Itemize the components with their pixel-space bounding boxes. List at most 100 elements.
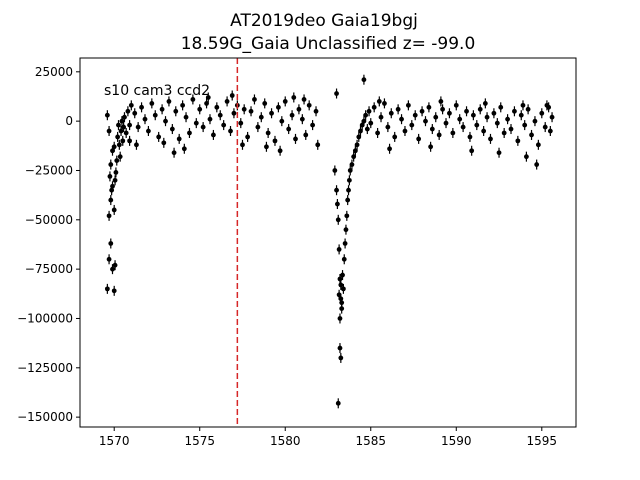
data-point (522, 120, 528, 131)
point-marker (214, 104, 220, 110)
data-point (276, 102, 281, 113)
point-marker (346, 177, 352, 183)
point-marker (173, 108, 179, 114)
data-point (252, 94, 257, 105)
point-marker (549, 114, 555, 120)
chart-subtitle: 18.59G_Gaia Unclassified z= -99.0 (181, 34, 476, 54)
point-marker (134, 142, 139, 148)
point-marker (392, 134, 398, 140)
data-point (544, 100, 550, 111)
point-marker (387, 146, 392, 152)
data-point (248, 106, 254, 117)
data-point (197, 104, 203, 115)
data-point (438, 96, 444, 107)
data-point (402, 126, 408, 137)
point-marker (104, 286, 110, 292)
point-marker (228, 128, 233, 134)
point-marker (447, 110, 452, 116)
point-marker (335, 217, 341, 223)
point-marker (277, 148, 283, 154)
point-marker (547, 128, 553, 134)
point-marker (375, 130, 380, 136)
data-point (450, 127, 456, 138)
data-point (293, 133, 298, 144)
point-marker (272, 138, 278, 144)
x-tick-label: 1595 (527, 434, 558, 448)
point-marker (269, 110, 274, 116)
point-marker (190, 97, 196, 102)
point-marker (123, 130, 129, 136)
point-marker (361, 77, 367, 83)
point-marker (337, 276, 343, 282)
point-marker (501, 130, 507, 136)
point-marker (176, 136, 182, 142)
point-marker (428, 144, 434, 150)
data-point (532, 116, 538, 127)
plot-area (80, 58, 576, 427)
point-marker (522, 122, 528, 128)
point-marker (343, 227, 349, 233)
data-point (269, 108, 274, 119)
data-point (453, 100, 459, 111)
point-marker (457, 116, 463, 122)
point-marker (470, 112, 476, 118)
point-marker (289, 112, 295, 118)
point-marker (474, 122, 480, 128)
point-marker (296, 106, 302, 112)
data-point (382, 98, 387, 109)
data-point (123, 127, 129, 138)
point-marker (429, 126, 435, 132)
point-marker (469, 148, 475, 154)
point-marker (460, 124, 466, 130)
data-point (336, 244, 342, 255)
point-marker (354, 142, 360, 148)
data-point (412, 110, 418, 121)
data-point (282, 96, 288, 107)
data-point (303, 129, 309, 140)
point-marker (224, 99, 230, 104)
point-marker (515, 138, 521, 144)
point-marker (477, 106, 483, 112)
point-marker (118, 128, 124, 134)
data-point (111, 204, 117, 215)
data-point (262, 98, 268, 109)
x-tick-label: 1580 (270, 434, 301, 448)
data-point (106, 254, 112, 265)
data-point (542, 122, 548, 133)
point-marker (399, 116, 404, 122)
point-marker (484, 114, 490, 120)
data-point (388, 108, 394, 119)
point-marker (385, 124, 391, 130)
data-point (447, 108, 452, 119)
point-marker (229, 93, 235, 98)
point-marker (534, 162, 540, 167)
point-marker (315, 142, 321, 148)
data-point (108, 238, 114, 249)
data-point (443, 118, 449, 129)
data-point (108, 159, 114, 170)
data-point (337, 343, 343, 354)
point-marker (110, 266, 115, 272)
data-point (217, 110, 223, 121)
point-marker (111, 144, 117, 150)
data-point (180, 100, 186, 111)
point-marker (109, 187, 115, 193)
data-point (426, 102, 432, 113)
data-point (338, 279, 344, 290)
data-point (529, 129, 534, 140)
point-marker (258, 114, 264, 120)
data-point (469, 145, 475, 156)
x-tick-label: 1570 (99, 434, 130, 448)
point-marker (193, 120, 199, 126)
data-point (258, 112, 264, 123)
point-marker (121, 124, 127, 130)
point-marker (183, 114, 189, 120)
data-point (156, 131, 162, 142)
point-marker (438, 99, 444, 104)
data-point (200, 122, 206, 133)
data-point (241, 104, 247, 115)
point-marker (481, 128, 487, 134)
x-tick-label: 1575 (184, 434, 215, 448)
point-marker (440, 106, 445, 112)
data-point (364, 124, 370, 135)
